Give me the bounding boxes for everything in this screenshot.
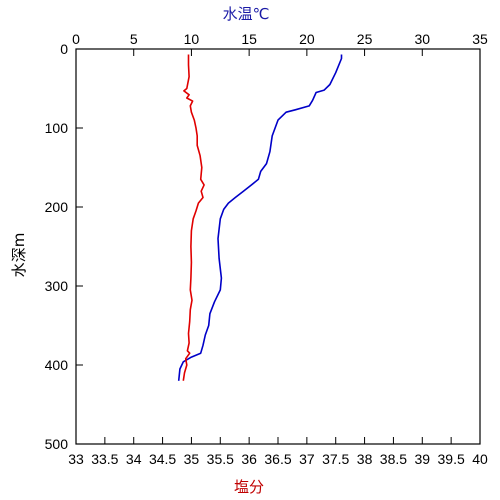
top-tick-label: 10 <box>184 31 200 47</box>
bottom-tick-label: 37.5 <box>322 451 349 467</box>
top-axis-title: 水温℃ <box>223 5 270 23</box>
depth-tick-label: 200 <box>45 199 69 215</box>
depth-axis-title: 水深m <box>10 233 28 278</box>
depth-tick-label: 500 <box>45 436 69 452</box>
bottom-tick-label: 35.5 <box>207 451 234 467</box>
bottom-tick-label: 33.5 <box>91 451 118 467</box>
bottom-tick-label: 34.5 <box>149 451 176 467</box>
bottom-tick-label: 36 <box>241 451 257 467</box>
series-layer <box>177 54 343 381</box>
bottom-tick-label: 38 <box>357 451 373 467</box>
bottom-tick-label: 34 <box>126 451 142 467</box>
bottom-tick-label: 40 <box>472 451 488 467</box>
depth-tick-label: 100 <box>45 120 69 136</box>
bottom-axis-title: 塩分 <box>234 478 264 496</box>
top-tick-label: 20 <box>299 31 315 47</box>
salinity-line <box>182 54 205 381</box>
top-tick-label: 30 <box>414 31 430 47</box>
depth-tick-label: 300 <box>45 278 69 294</box>
bottom-tick-label: 39 <box>414 451 430 467</box>
bottom-tick-label: 36.5 <box>264 451 291 467</box>
bottom-tick-label: 33 <box>68 451 84 467</box>
bottom-tick-label: 39.5 <box>438 451 465 467</box>
plot-frame <box>75 48 481 445</box>
bottom-tick-label: 37 <box>299 451 315 467</box>
top-tick-label: 0 <box>72 31 80 47</box>
depth-tick-label: 0 <box>60 41 68 57</box>
top-tick-label: 35 <box>472 31 488 47</box>
depth-axis-ticks: 0 100 200 300 400 500 <box>45 41 83 452</box>
bottom-tick-label: 38.5 <box>380 451 407 467</box>
top-tick-label: 15 <box>241 31 257 47</box>
top-axis-ticks: 0 5 10 15 20 25 30 35 <box>72 31 488 56</box>
bottom-axis-ticks: 33 33.5 34 34.5 35 35.5 36 36.5 37 37.5 38 38.5 39 39… <box>68 437 488 467</box>
bottom-tick-label: 35 <box>184 451 200 467</box>
top-tick-label: 25 <box>357 31 373 47</box>
top-tick-label: 5 <box>130 31 138 47</box>
depth-tick-label: 400 <box>45 357 69 373</box>
water-temperature-line <box>177 54 343 381</box>
